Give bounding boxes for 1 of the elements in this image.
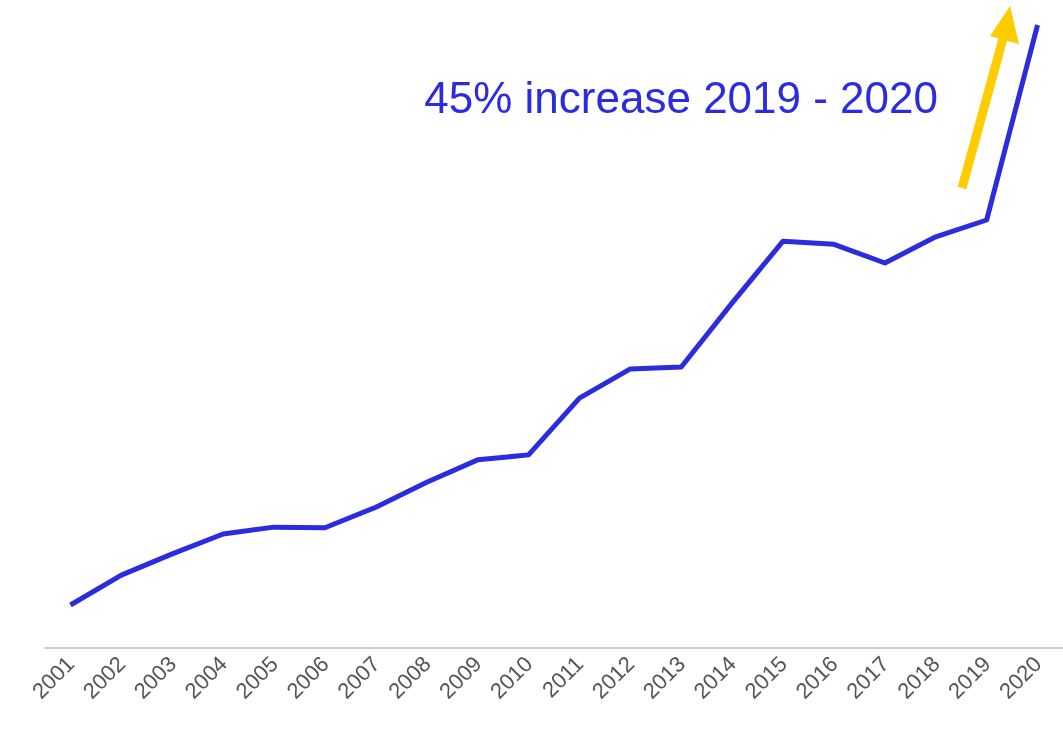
annotation: 45% increase 2019 - 2020 (424, 72, 939, 122)
